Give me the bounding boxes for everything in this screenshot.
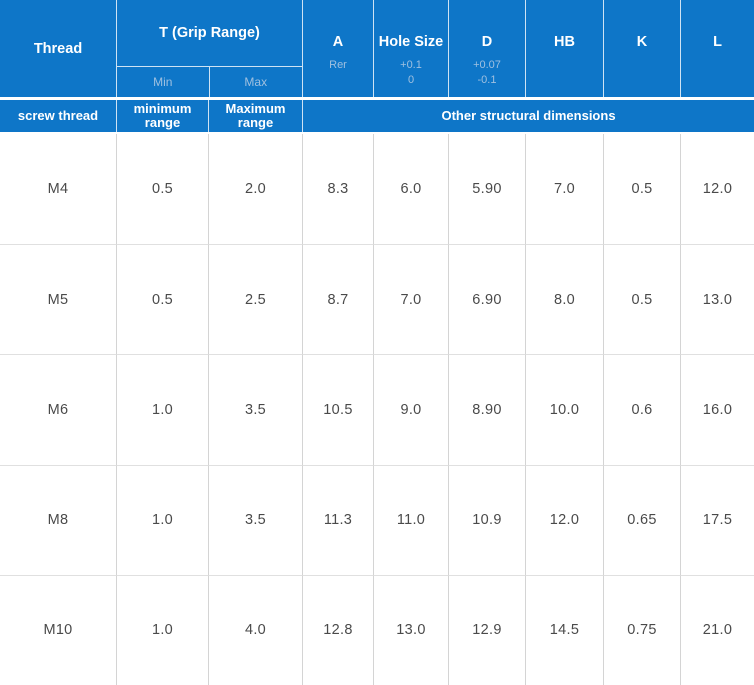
header-col-a-label: A [332, 34, 344, 50]
header-col-hb-label: HB [554, 34, 575, 50]
value-cell: 11.0 [373, 464, 448, 575]
value-cell: 8.7 [302, 244, 373, 355]
table-header: Thread T (Grip Range) Min Max A Rer Hole… [0, 0, 754, 97]
value-cell: 0.65 [603, 464, 680, 575]
value-cell: 3.5 [208, 354, 302, 465]
header-col-k: K [603, 0, 680, 97]
subheader-row: screw thread minimum range Maximum range… [0, 100, 754, 132]
subheader-maximum-range: Maximum range [208, 100, 302, 132]
header-grip-range-group: T (Grip Range) Min Max [116, 0, 302, 97]
subnote-line: +0.1 [400, 59, 422, 71]
value-cell: 12.0 [680, 134, 754, 245]
value-cell: 4.0 [208, 574, 302, 685]
value-cell: 10.9 [448, 464, 525, 575]
value-cell: 7.0 [373, 244, 448, 355]
value-cell: 16.0 [680, 354, 754, 465]
header-grip-range-label: T (Grip Range) [117, 0, 302, 67]
header-col-hb: HB [525, 0, 603, 97]
value-cell: 8.0 [525, 244, 603, 355]
header-col-l-label: L [713, 34, 722, 50]
subnote-line: Rer [329, 59, 347, 71]
value-cell: 13.0 [373, 574, 448, 685]
value-cell: 17.5 [680, 464, 754, 575]
row-thread-label: M5 [0, 244, 116, 354]
header-thread-label: Thread [33, 40, 83, 57]
value-cell: 9.0 [373, 354, 448, 465]
header-col-d: D +0.07 -0.1 [448, 0, 525, 97]
row-thread-label: M4 [47, 181, 69, 198]
value-cell: 1.0 [116, 354, 208, 465]
row-thread-label: M8 [0, 464, 116, 575]
subheader-minimum-range: minimum range [116, 100, 208, 132]
value-cell: 0.5 [603, 134, 680, 245]
value-cell: 21.0 [680, 574, 754, 685]
value-cell: 8.90 [448, 354, 525, 465]
value-cell: 3.5 [208, 464, 302, 575]
value-cell: 6.90 [448, 244, 525, 355]
header-col-a-subnote: Rer [303, 58, 373, 97]
subnote-line: +0.07 [473, 59, 501, 71]
value-cell: 11.3 [302, 464, 373, 575]
value-cell: 0.5 [116, 244, 208, 355]
value-cell: 0.75 [603, 574, 680, 685]
value-cell: 6.0 [373, 134, 448, 245]
value-cell: 12.0 [525, 464, 603, 575]
value-cell: 13.0 [680, 244, 754, 355]
value-cell: 0.5 [116, 134, 208, 245]
subheader-other-dimensions: Other structural dimensions [302, 100, 754, 132]
value-cell: 1.0 [116, 464, 208, 575]
value-cell: 8.3 [302, 134, 373, 245]
header-col-d-label: D [481, 34, 493, 50]
value-cell: 0.5 [603, 244, 680, 355]
value-cell: 10.5 [302, 354, 373, 465]
subheader-gap [0, 132, 754, 134]
value-cell: 2.5 [208, 244, 302, 355]
subheader-screw-thread: screw thread [17, 108, 99, 123]
row-thread-label: M10 [0, 574, 116, 685]
header-col-hole-size: Hole Size +0.1 0 [373, 0, 448, 97]
header-col-hole-size-label: Hole Size [378, 34, 444, 50]
value-cell: 0.6 [603, 354, 680, 465]
header-col-l: L [680, 0, 754, 97]
header-col-d-tolerance: +0.07 -0.1 [449, 58, 525, 97]
header-grip-range-subrow: Min Max [117, 67, 302, 97]
value-cell: 7.0 [525, 134, 603, 245]
value-cell: 12.9 [448, 574, 525, 685]
row-thread-label: M6 [0, 354, 116, 464]
value-cell: 1.0 [116, 574, 208, 685]
subnote-line: -0.1 [477, 74, 497, 86]
value-cell: 10.0 [525, 354, 603, 465]
value-cell: 12.8 [302, 574, 373, 685]
header-col-l-subnote [681, 58, 754, 97]
header-grip-max-label: Max [208, 67, 303, 97]
header-col-k-label: K [636, 34, 648, 50]
data-grid: M4 0.5 2.0 8.3 6.0 5.90 7.0 0.5 12.0 M5 0.5 2.5 8.7 7… [0, 134, 754, 685]
value-cell: 2.0 [208, 134, 302, 245]
value-cell: 5.90 [448, 134, 525, 245]
header-col-hole-size-tolerance: +0.1 0 [374, 58, 448, 97]
header-gap [0, 97, 754, 100]
header-grip-min-label: Min [153, 75, 173, 89]
header-col-k-subnote [604, 58, 680, 97]
value-cell: 14.5 [525, 574, 603, 685]
subnote-line: 0 [407, 74, 415, 86]
header-col-hb-subnote [526, 58, 603, 97]
header-col-a: A Rer [302, 0, 373, 97]
